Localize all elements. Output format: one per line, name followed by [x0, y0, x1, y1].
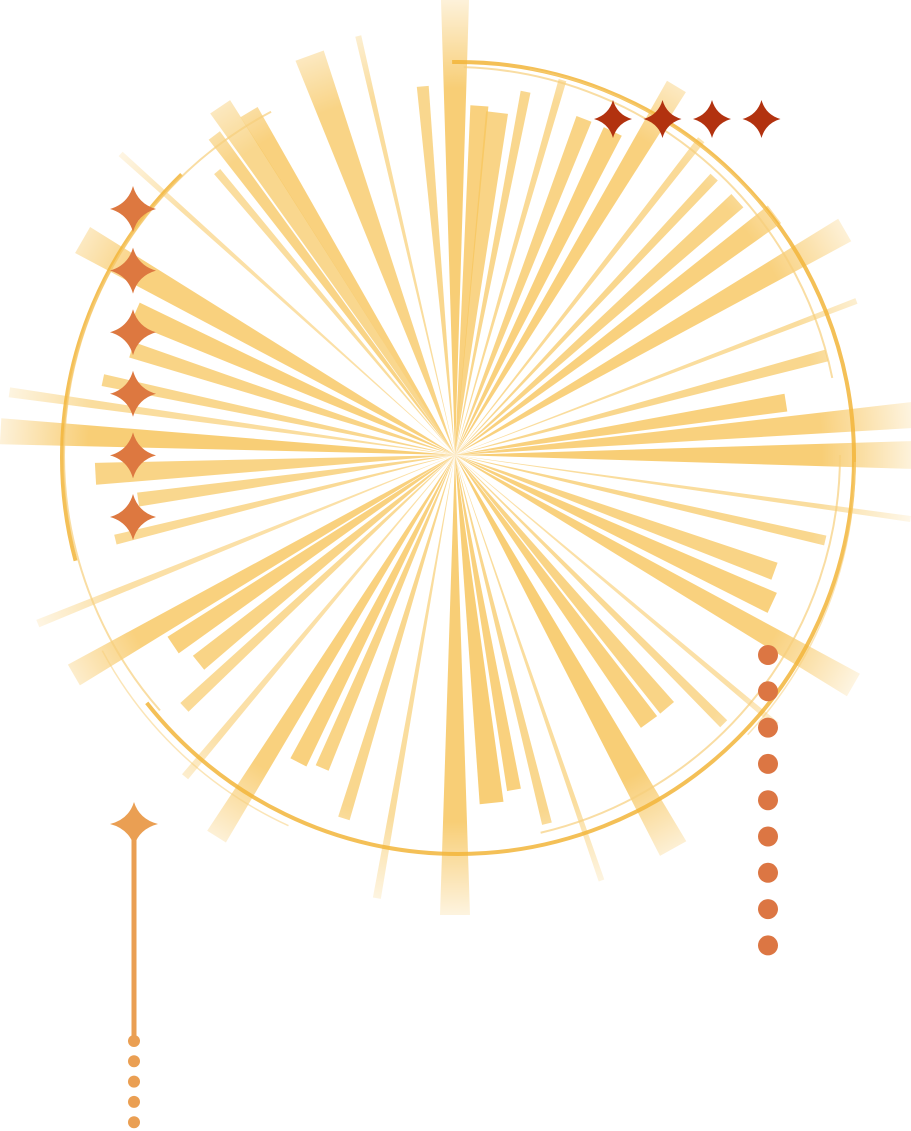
decorative-dot — [758, 717, 778, 738]
thin-ring — [54, 61, 856, 863]
pin-tail-dot — [128, 1116, 140, 1129]
decorative-dot — [758, 681, 778, 702]
decorative-star-icon — [110, 370, 156, 417]
decorative-dot — [758, 935, 778, 956]
pin-tail-dot — [128, 1055, 140, 1068]
sunburst-rays — [0, 0, 911, 935]
pin-tail-dot — [128, 1075, 140, 1088]
decorative-dot — [758, 753, 778, 774]
decorative-star-icon — [693, 100, 731, 138]
decorative-star-icon — [643, 100, 682, 138]
top-right-star-row — [594, 100, 781, 138]
left-star-column — [110, 186, 156, 540]
decorative-star-icon — [110, 186, 156, 232]
decorative-dot — [758, 645, 778, 665]
decorative-star-icon — [110, 247, 156, 294]
decorative-dot — [758, 862, 778, 883]
inner-ring — [63, 66, 841, 844]
pin-stem — [131, 822, 137, 1040]
pin-star-icon — [110, 802, 158, 846]
decorative-star-icon — [110, 494, 156, 540]
outer-ring — [60, 60, 856, 856]
bottom-left-star-pin — [110, 802, 158, 1129]
right-dot-column — [758, 645, 778, 956]
decorative-dot — [758, 826, 778, 847]
pin-tail-dot — [128, 1035, 140, 1047]
decorative-star-icon — [110, 432, 156, 479]
decorative-star-icon — [110, 309, 156, 356]
decorative-dot — [758, 899, 778, 920]
decorative-star-icon — [594, 100, 632, 138]
decorative-dot — [758, 790, 778, 811]
pin-tail-dot — [128, 1095, 140, 1108]
sunburst-rings — [54, 60, 856, 863]
decorative-star-icon — [742, 100, 781, 138]
ray-fade-overlay — [0, 0, 911, 935]
